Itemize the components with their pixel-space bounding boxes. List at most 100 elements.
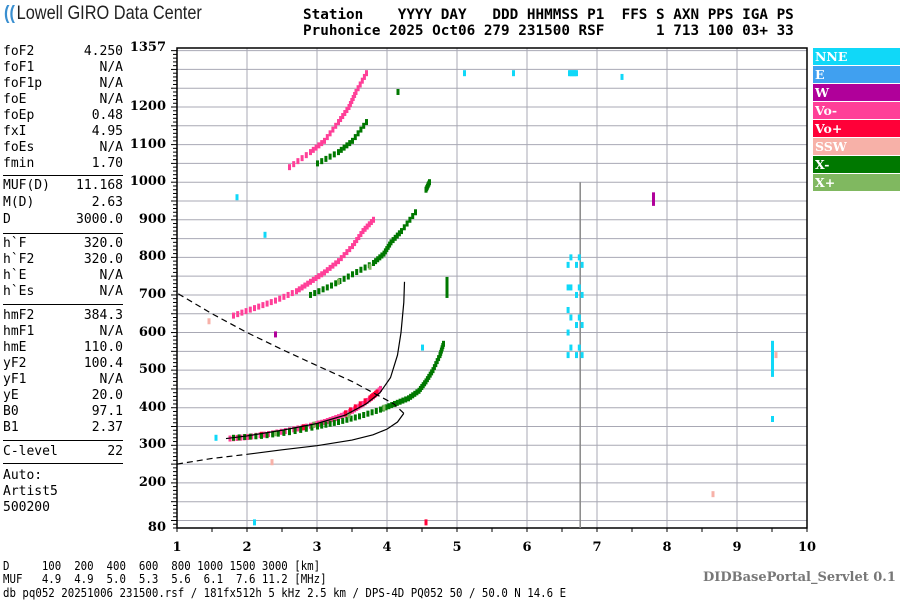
data-point-NNE [569,344,573,351]
data-point-X- [370,409,374,416]
data-point-X- [325,284,329,291]
data-point-NNE [580,352,584,359]
data-point-NNE [566,284,570,291]
data-point-Vo- [297,286,301,293]
data-point-X- [415,389,419,396]
param-row: h`F 320.0 [3,236,123,252]
legend-item-W: W [813,84,900,101]
file-info: db pq052 20251006 231500.rsf / 181fx512h… [3,585,567,600]
data-point-Vo- [288,164,291,171]
data-point-X- [330,282,333,289]
data-point-Vo- [309,278,312,285]
param-label: hmF1 [3,324,35,339]
data-point-X- [395,399,399,406]
data-point-Vo- [290,290,294,297]
data-point-Vo- [323,137,326,144]
legend-item-NNE: NNE [813,48,900,65]
data-point-X- [341,417,345,424]
data-point-X- [351,271,354,278]
data-point-Vo- [296,158,300,165]
data-point-X- [408,216,412,223]
data-point-NNE [771,352,774,359]
data-point-Vo+ [348,407,352,414]
data-point-Vo+ [375,389,379,396]
y-tick-label: 200 [138,474,166,490]
data-point-NNE [421,344,424,351]
param-value: 110.0 [83,340,123,355]
y-tick-label: 600 [138,324,166,340]
legend-item-Vo+: Vo+ [813,120,900,137]
data-point-NNE [771,361,774,368]
data-point-Vo- [279,428,283,435]
data-point-X- [358,413,361,420]
data-point-X- [409,393,413,400]
param-value: N/A [99,140,123,155]
param-row: B0 97.1 [3,404,123,420]
y-tick-label: 1000 [129,174,166,190]
param-value: 22 [107,444,123,459]
data-point-X- [282,429,286,436]
param-value: 20.0 [91,388,123,403]
data-point-X- [362,412,366,419]
data-point-X+ [368,263,372,270]
param-value: N/A [99,284,123,299]
servlet-version: DIDBasePortal_Servlet 0.1 [703,570,896,585]
data-point-NNE [566,352,570,359]
data-point-X- [391,237,395,244]
data-point-W [274,331,277,338]
data-point-NNE [575,322,578,329]
data-point-Vo+ [363,398,367,405]
x-tick-label: 4 [382,540,392,555]
data-point-NNE [771,358,774,365]
data-point-Vo- [317,142,321,149]
header-labels: Station YYYY DAY DDD HHMMSS P1 FFS S AXN… [303,6,794,23]
data-point-X- [304,425,308,432]
data-point-Vo- [300,284,304,291]
param-row: yF2 100.4 [3,356,123,372]
param-value: 11.168 [76,178,123,193]
param-row: M(D) 2.63 [3,195,123,211]
data-point-Vo- [244,308,248,315]
data-point-Vo- [355,237,359,244]
param-value: N/A [99,76,123,91]
model-virtual-height-curve [225,281,406,440]
param-row: h`E N/A [3,268,123,284]
data-point-NNE [575,261,578,268]
data-point-NNE [569,314,573,321]
data-point-Vo- [372,216,375,223]
param-label: foF1 [3,60,35,75]
data-point-X- [387,403,391,410]
param-value: 0.48 [91,108,123,123]
data-point-X- [393,234,397,241]
data-point-X- [442,340,445,347]
data-point-Vo- [357,234,361,241]
data-point-Vo- [236,311,240,318]
data-point-X- [349,415,353,422]
data-point-X- [445,291,449,298]
data-point-Vo- [311,146,315,153]
param-value: N/A [99,372,123,387]
data-point-Vo- [295,288,298,295]
data-point-X- [404,396,408,403]
param-value: 1.70 [91,156,123,171]
x-tick-label: 3 [312,540,322,555]
data-point-NNE [771,367,774,374]
y-tick-label: 1357 [129,40,166,55]
data-point-NNE [771,355,774,362]
auto-version: 500200 [3,500,50,515]
data-point-NNE [569,254,573,261]
param-row: foEs N/A [3,140,123,156]
data-point-NNE [577,314,581,321]
data-point-Vo- [356,85,360,92]
param-row: C-level 22 [3,444,123,460]
param-row: h`F2 320.0 [3,252,123,268]
logo-text: Lowell GIRO Data Center [16,3,202,24]
legend-item-E: E [813,66,900,83]
data-point-Vo- [274,297,277,304]
data-point-X- [345,416,349,423]
data-point-X- [384,404,388,411]
data-point-X- [445,276,449,283]
data-point-NNE [463,70,466,77]
x-tick-label: 1 [172,540,182,555]
param-label: hmF2 [3,308,35,323]
